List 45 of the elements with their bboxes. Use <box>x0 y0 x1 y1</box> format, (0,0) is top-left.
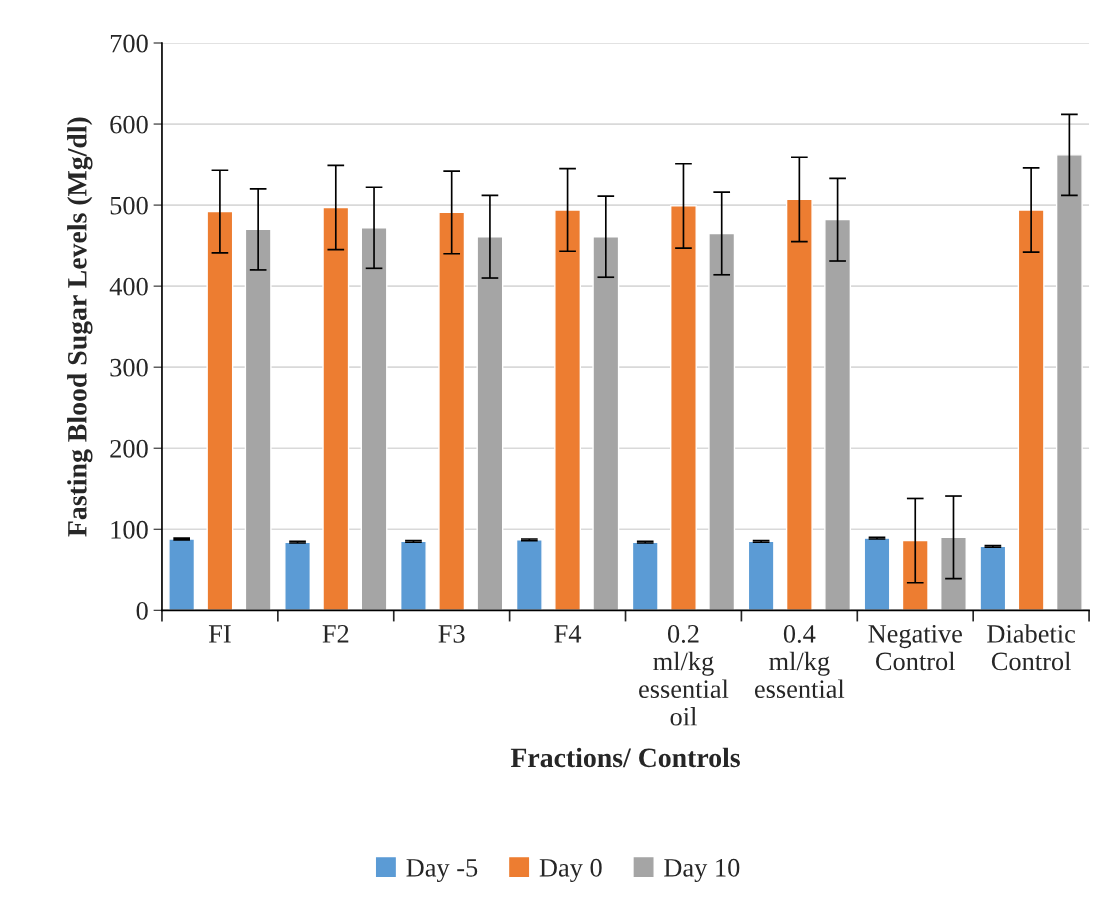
bar <box>708 232 736 611</box>
bar <box>1055 154 1083 611</box>
bar <box>670 205 697 611</box>
y-tick-label: 400 <box>109 277 148 296</box>
x-tick-label: FI <box>208 625 231 643</box>
y-tick-label: 0 <box>136 601 148 620</box>
x-tick-label: F3 <box>438 625 465 643</box>
x-axis-title: Fractions/ Controls <box>510 747 740 768</box>
x-tick-label: 0.4 ml/kg essential <box>754 624 845 699</box>
bar <box>824 218 852 611</box>
y-tick-label: 500 <box>110 196 148 215</box>
bar <box>168 538 196 611</box>
x-tick-label: Diabetic Control <box>987 624 1076 671</box>
bar <box>206 210 234 611</box>
bar <box>863 537 891 611</box>
bar <box>901 539 929 611</box>
bar <box>1017 209 1045 611</box>
bar <box>476 236 504 611</box>
bar <box>438 211 466 611</box>
bar <box>979 545 1007 611</box>
y-tick-label: 100 <box>111 520 148 539</box>
bar <box>515 539 543 611</box>
bar <box>244 228 272 611</box>
y-tick-label: 200 <box>110 439 148 458</box>
y-tick-label: 600 <box>110 115 148 134</box>
y-tick-label: 300 <box>110 358 148 377</box>
x-tick-label: 0.2 ml/kg essential oil <box>639 624 729 726</box>
y-tick-label: 700 <box>110 34 148 53</box>
legend-label: Day -5 <box>406 859 478 883</box>
bar <box>400 540 427 611</box>
legend-label: Day 0 <box>539 858 602 883</box>
bar <box>940 536 967 611</box>
bar <box>554 209 582 611</box>
bar <box>592 236 620 611</box>
legend-label: Day 10 <box>664 858 740 883</box>
bar <box>785 198 813 611</box>
x-tick-label: F4 <box>554 625 582 643</box>
bar <box>284 541 311 611</box>
bar <box>747 540 775 611</box>
y-axis-title: Fasting Blood Sugar Levels (Mg/dl) <box>67 117 93 537</box>
bar <box>322 206 350 611</box>
bar <box>360 227 388 611</box>
x-tick-label: F2 <box>322 625 349 643</box>
x-tick-label: Negative Control <box>868 624 962 671</box>
bar <box>631 541 659 611</box>
